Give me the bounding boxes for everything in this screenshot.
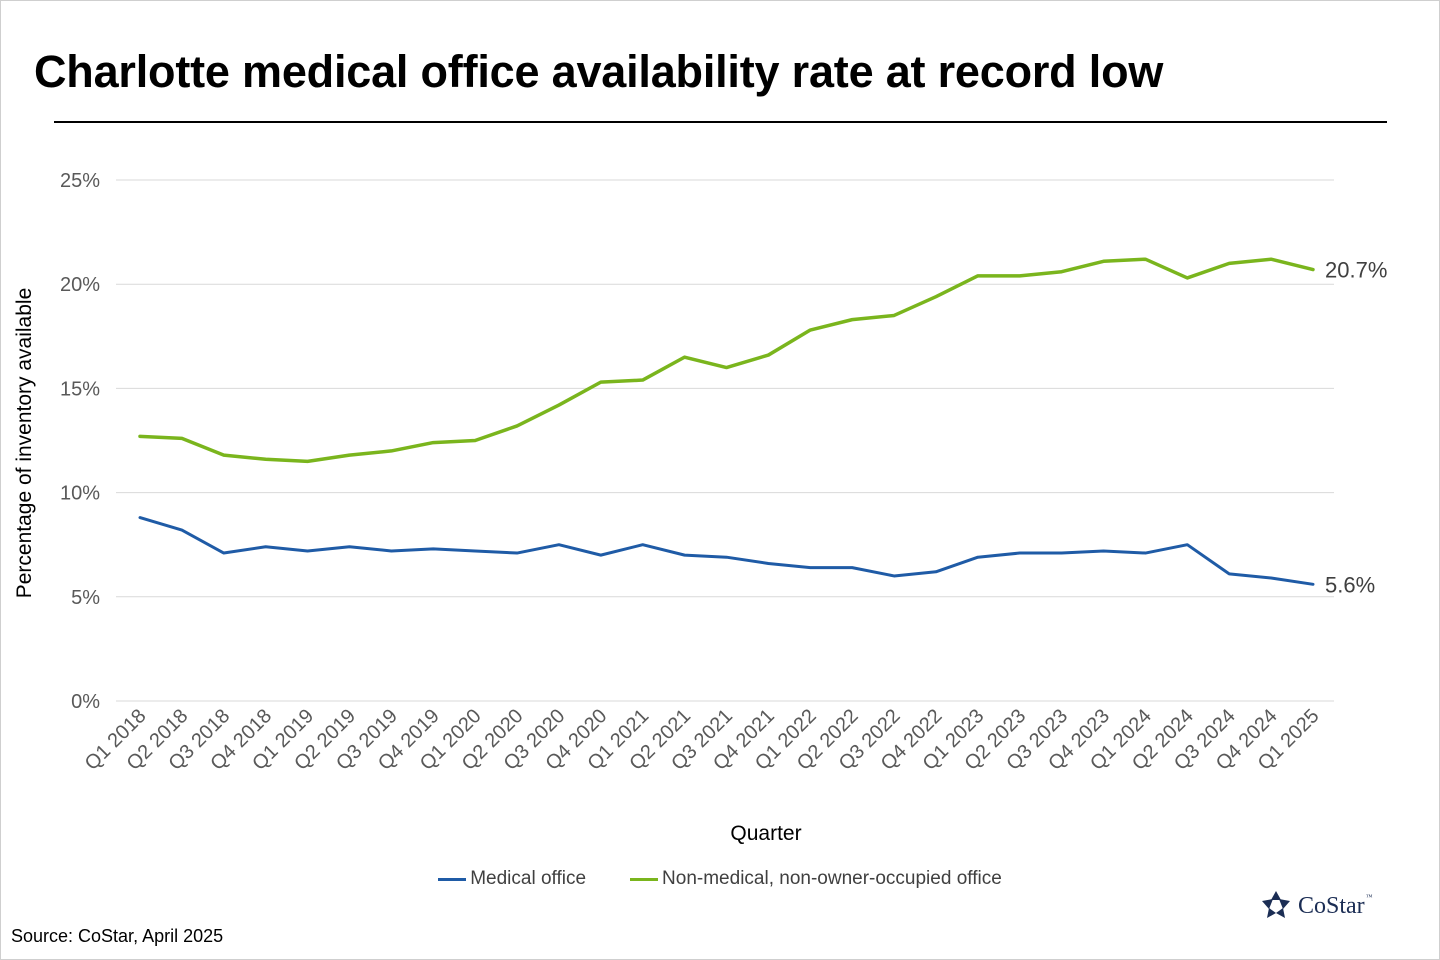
end-label-nonmedical: 20.7%: [1325, 258, 1387, 283]
y-tick-label: 20%: [60, 274, 100, 296]
series-line-nonmedical: [138, 257, 1315, 464]
source-note: Source: CoStar, April 2025: [11, 926, 224, 946]
logo-trademark: ™: [1365, 892, 1373, 901]
series-line-medical: [138, 516, 1315, 586]
legend-swatch-medical: [438, 877, 467, 881]
y-axis-title: Percentage of inventory available: [13, 288, 36, 599]
y-tick-label: 10%: [60, 483, 100, 505]
end-labels: 5.6% 20.7%: [1325, 258, 1387, 598]
title-divider: [54, 121, 1387, 123]
x-axis-title: Quarter: [730, 822, 801, 845]
y-axis-ticks: 0% 5% 10% 15% 20% 25%: [60, 170, 100, 713]
y-tick-label: 0%: [71, 691, 100, 713]
end-label-medical: 5.6%: [1325, 572, 1375, 597]
y-tick-label: 25%: [60, 170, 100, 192]
legend: Medical office Non-medical, non-owner-oc…: [0, 868, 1440, 890]
logo-wordmark: CoStar™: [1298, 893, 1373, 920]
legend-label-nonmedical: Non-medical, non-owner-occupied office: [662, 868, 1002, 889]
y-tick-label: 5%: [71, 587, 100, 609]
logo-text: CoStar: [1298, 892, 1365, 919]
legend-item-nonmedical[interactable]: Non-medical, non-owner-occupied office: [630, 868, 1002, 890]
gridlines: [116, 179, 1334, 702]
y-tick-label: 15%: [60, 378, 100, 400]
series-lines: [138, 257, 1315, 586]
costar-star-icon: [1262, 891, 1290, 918]
legend-swatch-nonmedical: [630, 877, 659, 881]
legend-label-medical: Medical office: [470, 868, 587, 889]
legend-item-medical[interactable]: Medical office: [438, 868, 586, 890]
chart-title: Charlotte medical office availability ra…: [34, 46, 1164, 97]
costar-logo: CoStar™: [1260, 890, 1373, 922]
